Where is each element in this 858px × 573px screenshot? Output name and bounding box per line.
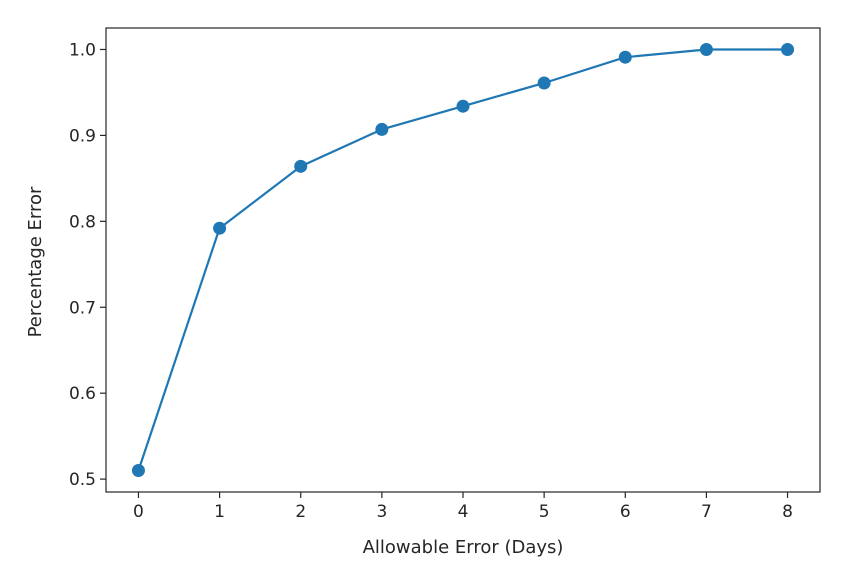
x-tick-label: 6	[620, 502, 631, 522]
x-tick-label: 5	[539, 502, 550, 522]
y-tick-label: 0.9	[69, 126, 96, 146]
x-tick-label: 4	[458, 502, 469, 522]
x-axis-label: Allowable Error (Days)	[363, 537, 564, 558]
plot-frame	[105, 27, 821, 493]
y-tick-label: 0.6	[69, 384, 96, 404]
x-tick-label: 8	[782, 502, 793, 522]
data-point	[375, 122, 389, 136]
x-tick-label: 0	[133, 502, 144, 522]
y-axis-ticks: 0.5 0.6 0.7 0.8 0.9 1.0	[69, 40, 106, 490]
x-tick-label: 1	[214, 502, 225, 522]
x-tick-label: 3	[376, 502, 387, 522]
data-point	[213, 221, 227, 235]
x-axis-ticks: 0 1 2 3 4 5 6 7 8	[133, 492, 793, 522]
x-tick-label: 7	[701, 502, 712, 522]
data-point	[537, 76, 551, 90]
x-tick-label: 2	[295, 502, 306, 522]
data-point	[781, 42, 795, 56]
y-tick-label: 0.5	[69, 470, 96, 490]
data-point	[618, 50, 632, 64]
y-axis-label: Percentage Error	[25, 186, 46, 337]
y-tick-label: 0.7	[69, 298, 96, 318]
series-layer	[131, 42, 795, 478]
data-point	[456, 99, 470, 113]
data-point	[131, 464, 145, 478]
data-point	[699, 42, 713, 56]
data-point	[294, 159, 308, 173]
y-tick-label: 0.8	[69, 212, 96, 232]
y-tick-label: 1.0	[69, 40, 96, 60]
